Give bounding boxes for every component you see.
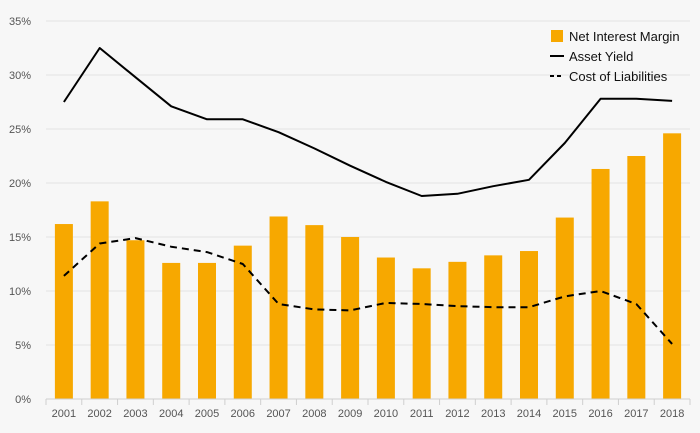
bar	[376, 257, 395, 399]
y-tick-label: 25%	[9, 124, 31, 136]
x-tick-label: 2004	[159, 408, 183, 420]
x-tick-label: 2001	[52, 408, 76, 420]
bar	[341, 237, 360, 399]
x-tick-label: 2010	[374, 408, 398, 420]
x-tick-label: 2003	[123, 408, 147, 420]
x-tick-label: 2002	[87, 408, 111, 420]
bar	[520, 251, 538, 399]
y-tick-label: 0%	[15, 394, 31, 406]
bar	[555, 217, 574, 399]
x-axis: 2001 2002 2003 2004 2005 2006 2007 2008 2009 2010…	[45, 398, 691, 420]
bar	[126, 240, 145, 399]
bar	[162, 262, 181, 399]
bar	[627, 156, 646, 399]
legend-label: Cost of Liabilities	[569, 69, 668, 84]
x-tick-label: 2017	[624, 408, 648, 420]
y-tick-label: 20%	[9, 178, 31, 190]
bar	[305, 225, 324, 399]
legend-swatch	[551, 30, 563, 42]
bar	[484, 255, 503, 399]
bar	[233, 245, 252, 399]
x-tick-label: 2018	[660, 408, 684, 420]
bar	[448, 261, 467, 399]
x-tick-label: 2015	[553, 408, 577, 420]
y-tick-label: 10%	[9, 286, 31, 298]
x-tick-label: 2009	[338, 408, 362, 420]
series-lines	[63, 47, 673, 345]
bars	[54, 133, 682, 399]
x-tick-label: 2008	[302, 408, 326, 420]
legend-label: Net Interest Margin	[569, 29, 680, 44]
x-tick-label: 2007	[266, 408, 290, 420]
bar	[54, 224, 73, 399]
legend-label: Asset Yield	[569, 49, 633, 64]
y-tick-label: 35%	[9, 16, 31, 28]
cost-of-liabilities-line	[63, 237, 673, 345]
bar	[198, 262, 216, 399]
x-tick-label: 2006	[231, 408, 255, 420]
bar	[412, 268, 431, 399]
asset-yield-line	[63, 47, 673, 197]
bar	[90, 201, 109, 399]
grid-lines	[46, 20, 690, 346]
y-axis-ticks: 0% 5% 10% 15% 20% 25% 30% 35%	[9, 16, 31, 406]
x-tick-label: 2013	[481, 408, 505, 420]
bar	[269, 216, 288, 399]
legend: Net Interest Margin Asset Yield Cost of Li…	[550, 29, 680, 84]
x-tick-label: 2012	[445, 408, 469, 420]
x-tick-label: 2011	[410, 408, 434, 420]
x-tick-label: 2016	[588, 408, 612, 420]
bar	[591, 168, 610, 399]
y-tick-label: 5%	[15, 340, 31, 352]
y-tick-label: 30%	[9, 70, 31, 82]
y-tick-label: 15%	[9, 232, 31, 244]
x-tick-label: 2005	[195, 408, 219, 420]
bar	[663, 133, 682, 399]
x-tick-label: 2014	[517, 408, 541, 420]
